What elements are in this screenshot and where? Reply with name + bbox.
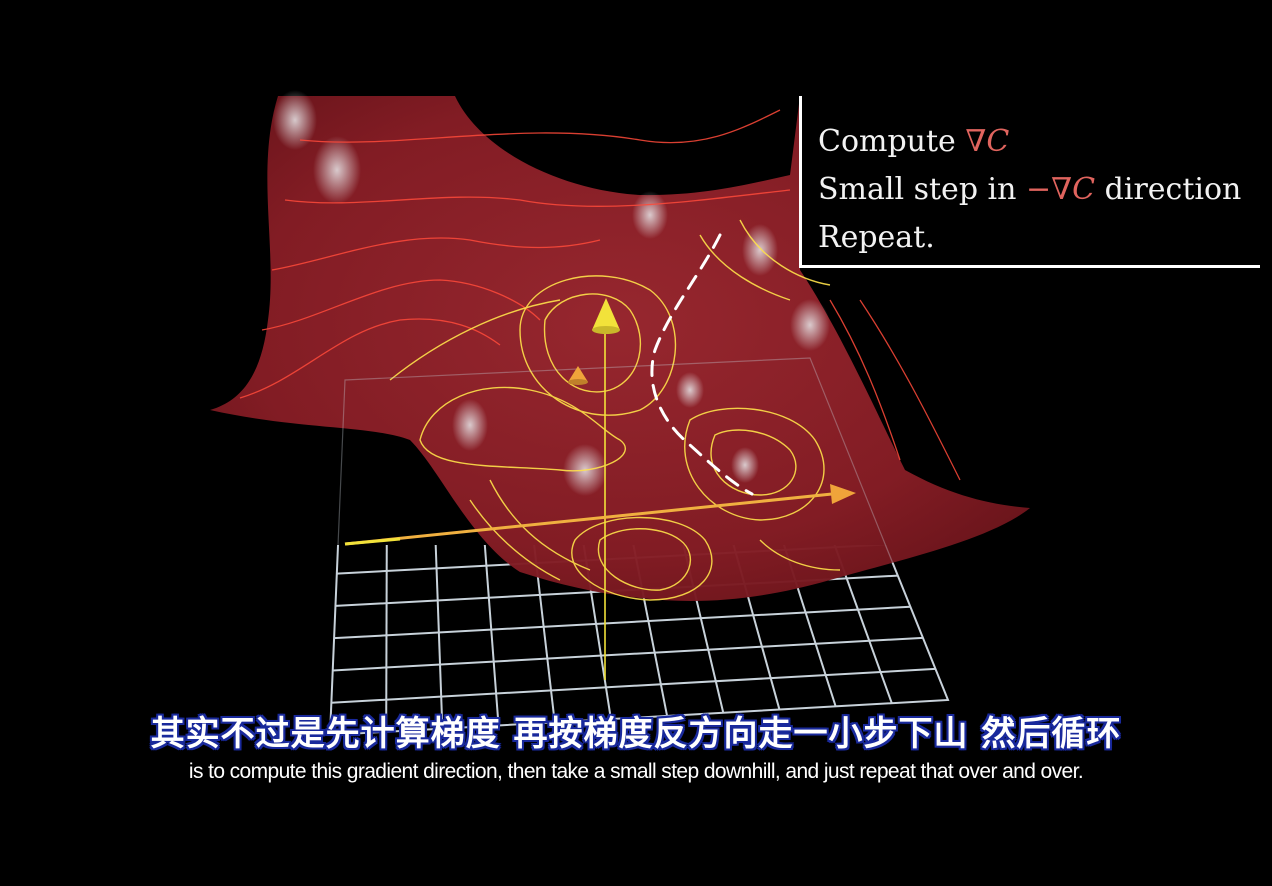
surface-highlights	[273, 90, 830, 496]
english-subtitle: is to compute this gradient direction, t…	[188, 760, 1084, 783]
grid-line	[682, 545, 725, 713]
compute-word: Compute	[818, 124, 956, 159]
grid-line	[483, 545, 500, 726]
y-axis-arrow	[568, 366, 588, 385]
grid-line	[833, 545, 893, 704]
step-repeat: Repeat.	[818, 214, 1260, 262]
descent-path	[650, 233, 754, 496]
red-contours	[239, 109, 961, 481]
grid-line	[632, 545, 669, 717]
direction-word: direction	[1104, 172, 1242, 207]
grid-line	[732, 545, 781, 710]
grid-line	[434, 545, 444, 729]
cost-surface	[210, 96, 1030, 601]
grid-line	[334, 605, 911, 640]
small-step-text: Small step in	[818, 172, 1017, 207]
x-axis-arrow	[344, 484, 856, 546]
step-compute-gradient: Compute ∇C	[818, 118, 1260, 166]
grid-over-surface	[329, 357, 949, 736]
algorithm-panel: Compute ∇C Small step in −∇C direction R…	[799, 96, 1260, 268]
grid-line	[332, 636, 923, 672]
chinese-subtitle: 其实不过是先计算梯度 再按梯度反方向走一小步下山 然后循环	[150, 714, 1122, 754]
gradient-c-symbol: ∇C	[965, 124, 1010, 159]
grid-line	[782, 545, 837, 707]
grid-line	[385, 545, 388, 732]
negative-gradient-symbol: −∇C	[1026, 172, 1096, 207]
z-axis-arrow	[592, 298, 620, 680]
repeat-word: Repeat.	[818, 220, 935, 255]
grid-line	[582, 545, 612, 720]
grid-line	[331, 667, 936, 704]
step-small-step: Small step in −∇C direction	[818, 166, 1260, 214]
